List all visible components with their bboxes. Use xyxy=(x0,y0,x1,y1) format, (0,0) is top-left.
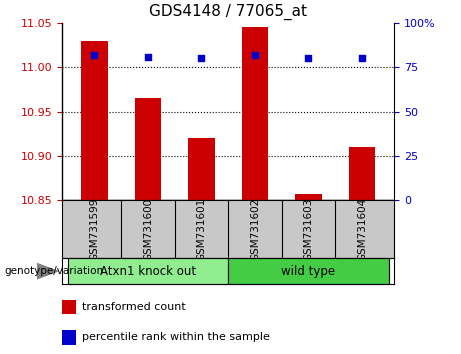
Bar xyxy=(68,258,228,284)
Text: transformed count: transformed count xyxy=(82,302,186,312)
Point xyxy=(305,56,312,61)
Bar xyxy=(188,138,215,200)
Point xyxy=(358,56,366,61)
Text: GSM731602: GSM731602 xyxy=(250,198,260,261)
Text: GSM731603: GSM731603 xyxy=(303,198,313,261)
Bar xyxy=(349,147,375,200)
Text: percentile rank within the sample: percentile rank within the sample xyxy=(82,332,270,342)
Text: wild type: wild type xyxy=(281,265,336,278)
Text: GSM731604: GSM731604 xyxy=(357,198,367,261)
Bar xyxy=(295,194,322,200)
Text: GSM731600: GSM731600 xyxy=(143,198,153,261)
Bar xyxy=(242,28,268,200)
Bar xyxy=(62,330,76,345)
Bar xyxy=(135,98,161,200)
Bar xyxy=(228,258,389,284)
Point xyxy=(91,52,98,58)
Text: genotype/variation: genotype/variation xyxy=(5,266,104,276)
Bar xyxy=(62,299,76,314)
Polygon shape xyxy=(37,263,58,279)
Title: GDS4148 / 77065_at: GDS4148 / 77065_at xyxy=(149,4,307,20)
Point xyxy=(251,52,259,58)
Text: GSM731599: GSM731599 xyxy=(89,198,100,261)
Bar xyxy=(81,41,108,200)
Text: Atxn1 knock out: Atxn1 knock out xyxy=(100,265,196,278)
Text: GSM731601: GSM731601 xyxy=(196,198,207,261)
Point xyxy=(198,56,205,61)
Point xyxy=(144,54,152,59)
